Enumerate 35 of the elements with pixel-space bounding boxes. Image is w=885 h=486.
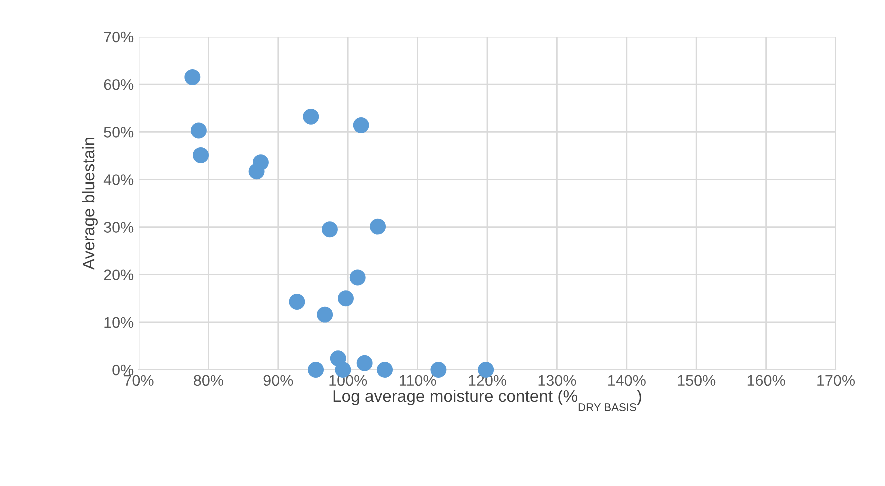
point [338, 290, 354, 307]
y-tick-label: 60% [104, 79, 134, 90]
y-tick-label: 40% [104, 174, 134, 186]
x-tick-label: 90% [264, 375, 294, 386]
point [248, 164, 265, 180]
point [322, 222, 338, 238]
y-tick-label: 20% [104, 270, 134, 281]
x-tick-label: 130% [538, 375, 576, 386]
x-tick-label: 70% [124, 375, 154, 386]
y-tick-label: 30% [104, 222, 134, 233]
y-tick-label: 70% [104, 32, 134, 43]
x-tick-label: 100% [330, 375, 368, 386]
point [190, 122, 207, 139]
y-tick-label: 10% [104, 317, 134, 328]
point [356, 355, 373, 372]
x-tick-label: 150% [678, 375, 716, 386]
x-tick-label: 110% [400, 375, 436, 386]
point [303, 108, 320, 125]
x-axis-title: Log average moisture content (%DRY BASIS) [334, 390, 642, 412]
point [184, 69, 201, 86]
y-tick-label: 50% [104, 127, 134, 138]
x-tick-label: 80% [194, 375, 224, 386]
point [317, 306, 334, 323]
point [193, 147, 210, 164]
x-tick-label: 140% [608, 375, 646, 386]
x-tick-label: 170% [818, 375, 855, 386]
x-tick-label: 160% [748, 375, 786, 386]
point [289, 294, 306, 310]
point [353, 118, 370, 134]
point [350, 270, 366, 286]
point [308, 362, 324, 378]
y-axis-title: Average bluestain [82, 138, 98, 270]
point [370, 218, 386, 235]
point [377, 362, 394, 378]
y-tick-label: 0% [112, 364, 134, 376]
